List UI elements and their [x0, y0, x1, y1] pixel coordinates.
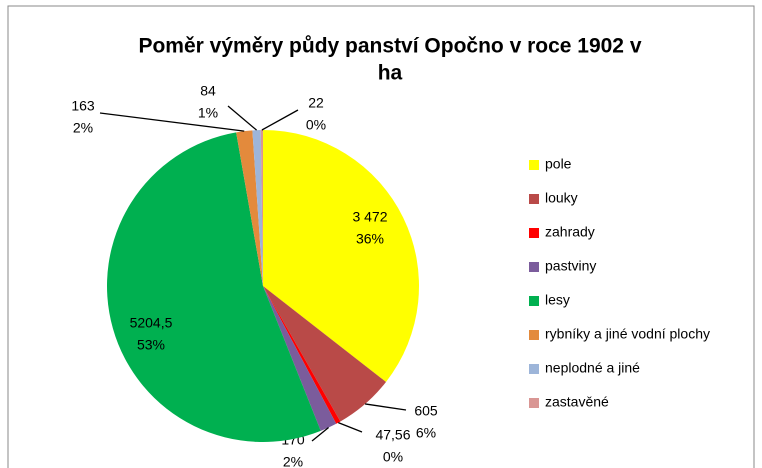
data-label: 3 472 [352, 209, 387, 225]
data-label: 163 [71, 98, 95, 114]
pie-slice [252, 130, 263, 286]
pie-slice [263, 130, 419, 382]
legend-label: rybníky a jiné vodní plochy [545, 326, 710, 342]
legend-label: louky [545, 190, 578, 206]
data-label: 47,56 [375, 427, 410, 443]
legend-label: zastavěné [545, 394, 609, 410]
chart-title-line-1: Poměr výměry půdy panství Opočno v roce … [138, 35, 641, 58]
data-label: 22 [308, 95, 324, 111]
legend-label: neplodné a jiné [545, 360, 640, 376]
percent-label: 6% [416, 425, 436, 441]
legend-label: lesy [545, 292, 570, 308]
percent-label: 0% [383, 449, 403, 465]
legend-swatch [529, 296, 539, 306]
percent-label: 36% [356, 231, 384, 247]
leader-line [311, 427, 329, 442]
chart-title-line-2: ha [378, 62, 403, 85]
percent-label: 0% [306, 117, 326, 133]
data-label: 5204,5 [130, 315, 173, 331]
leader-line [261, 109, 299, 131]
percent-label: 2% [73, 120, 93, 136]
legend-swatch [529, 228, 539, 238]
percent-label: 1% [198, 105, 218, 121]
legend-swatch [529, 398, 539, 408]
legend-swatch [529, 330, 539, 340]
percent-label: 53% [137, 337, 165, 353]
legend-label: pastviny [545, 258, 596, 274]
leader-line [365, 403, 407, 411]
data-label: 84 [200, 83, 216, 99]
pie-slice [263, 286, 341, 424]
leader-line [338, 422, 363, 433]
legend-swatch [529, 262, 539, 272]
legend-swatch [529, 160, 539, 170]
legend-swatch [529, 194, 539, 204]
pie-slice [236, 130, 263, 286]
pie-slice [107, 132, 321, 443]
leader-line [99, 112, 245, 132]
leader-line [227, 105, 257, 131]
legend-label: zahrady [545, 224, 595, 240]
percent-label: 2% [283, 454, 303, 468]
legend-label: pole [545, 156, 572, 172]
pie-slice [263, 286, 337, 431]
legend-swatch [529, 364, 539, 374]
pie-slice [263, 286, 386, 422]
pie-slice [260, 130, 263, 286]
data-label: 605 [414, 403, 438, 419]
